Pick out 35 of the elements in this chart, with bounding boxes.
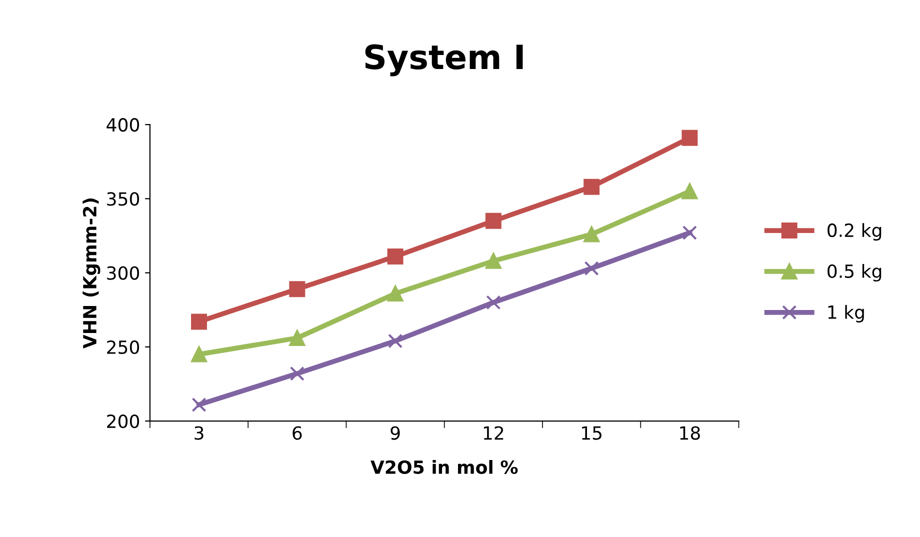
y-axis-title: VHN (Kgmm-2) bbox=[82, 198, 100, 348]
point bbox=[191, 314, 208, 330]
point bbox=[289, 281, 306, 298]
y-tick-label: 250 bbox=[107, 340, 140, 354]
point bbox=[486, 295, 501, 310]
point bbox=[584, 178, 600, 195]
x-axis-title: V2O5 in mol % bbox=[370, 460, 518, 474]
point bbox=[682, 183, 698, 200]
point bbox=[388, 334, 403, 348]
chart-title: System I bbox=[365, 44, 523, 76]
legend-label: 0.5 kg bbox=[828, 264, 882, 282]
point bbox=[682, 225, 697, 240]
point bbox=[191, 346, 208, 362]
y-tick-label: 400 bbox=[106, 118, 140, 132]
y-tick-label: 300 bbox=[107, 266, 140, 280]
point bbox=[290, 366, 304, 381]
x-tick-label: 6 bbox=[292, 426, 302, 440]
point bbox=[387, 286, 404, 302]
x-tick-label: 3 bbox=[194, 426, 204, 440]
y-tick-label: 200 bbox=[107, 414, 140, 428]
point bbox=[485, 252, 502, 269]
point bbox=[387, 248, 404, 264]
legend-label: 0.2 kg bbox=[828, 223, 882, 241]
point bbox=[192, 397, 206, 412]
x-tick-label: 15 bbox=[582, 426, 602, 440]
point bbox=[584, 261, 599, 276]
x-tick-label: 12 bbox=[484, 426, 504, 440]
point bbox=[289, 330, 306, 346]
point bbox=[485, 212, 502, 229]
point bbox=[584, 226, 600, 242]
x-tick-label: 18 bbox=[680, 426, 700, 440]
point bbox=[682, 130, 698, 146]
x-tick-label: 9 bbox=[390, 426, 400, 440]
y-tick-label: 350 bbox=[107, 192, 140, 206]
legend-label: 1 kg bbox=[828, 305, 864, 322]
